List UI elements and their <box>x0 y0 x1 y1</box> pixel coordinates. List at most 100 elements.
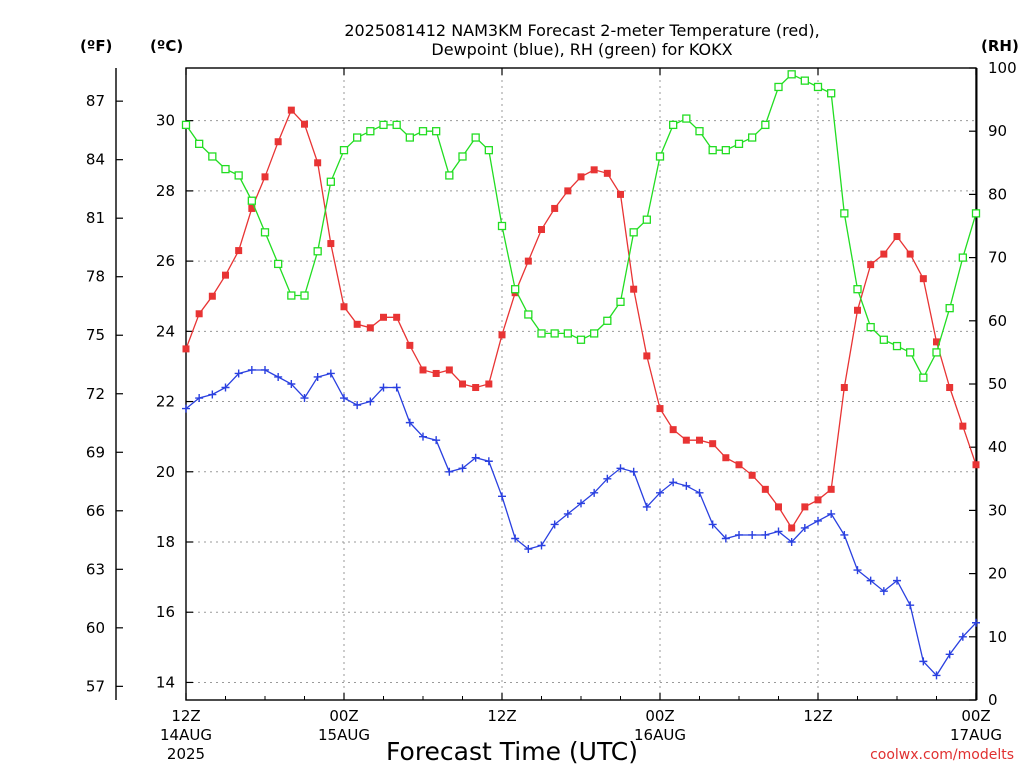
temperature-point <box>840 384 848 392</box>
rh-point <box>247 196 256 205</box>
rh-tick-label: 30 <box>988 501 1007 519</box>
fahrenheit-tick-label: 60 <box>86 619 105 637</box>
temperature-point <box>682 436 690 444</box>
dewpoint-point <box>748 530 757 539</box>
rh-tick-label: 80 <box>988 185 1007 203</box>
rh-point <box>537 329 546 338</box>
temperature-point <box>327 240 335 248</box>
rh-point <box>919 373 928 382</box>
dewpoint-point <box>550 520 559 529</box>
fahrenheit-unit-label: (ºF) <box>80 37 112 55</box>
temperature-point <box>472 384 480 392</box>
rh-point <box>524 310 533 319</box>
celsius-tick-label: 28 <box>156 182 175 200</box>
rh-point <box>313 247 322 256</box>
temperature-point <box>314 159 322 167</box>
temperature-point <box>301 120 308 128</box>
x-tick-label: 00Z <box>329 707 358 725</box>
fahrenheit-tick-label: 66 <box>86 502 105 520</box>
dewpoint-point <box>735 530 743 539</box>
chart-subtitle: Dewpoint (blue), RH (green) for KOKX <box>431 40 732 59</box>
x-tick-label: 00Z <box>961 707 990 725</box>
temperature-point <box>893 233 901 241</box>
dewpoint-point <box>827 509 836 518</box>
x-tick-label: 12Z <box>487 707 516 725</box>
dewpoint-point <box>945 650 954 659</box>
rh-point <box>550 329 559 338</box>
rh-point <box>497 221 507 231</box>
dewpoint-point <box>432 436 441 445</box>
temperature-point <box>380 313 387 321</box>
rh-point <box>748 133 757 142</box>
dewpoint-point <box>234 369 243 378</box>
rh-point <box>669 120 678 130</box>
temperature-point <box>406 341 414 349</box>
rh-point <box>629 228 638 237</box>
fahrenheit-tick-label: 63 <box>86 560 105 578</box>
celsius-tick-label: 22 <box>156 393 175 411</box>
rh-point <box>590 329 599 338</box>
fahrenheit-tick-label: 84 <box>86 151 105 169</box>
dewpoint-line <box>185 369 977 677</box>
rh-tick-label: 100 <box>988 59 1017 77</box>
y-axes: 14 16 18 20 22 24 26 28 30 57 60 63 66 69 72 75 78 81 84 87… <box>86 59 1017 709</box>
fahrenheit-tick-label: 57 <box>86 677 105 695</box>
dewpoint-point <box>814 516 822 525</box>
dewpoint-point <box>353 401 362 410</box>
fahrenheit-tick-label: 81 <box>86 209 105 227</box>
series-layer <box>181 70 981 680</box>
temperature-point <box>287 106 295 114</box>
temperature-point <box>485 380 493 388</box>
fahrenheit-tick-label: 87 <box>86 92 105 110</box>
dewpoint-point <box>893 576 901 585</box>
plot-frame <box>185 67 977 701</box>
dewpoint-point <box>300 394 309 403</box>
celsius-tick-label: 24 <box>156 322 175 340</box>
temperature-point <box>603 169 611 177</box>
temperature-point <box>340 303 348 311</box>
rh-point <box>366 127 375 136</box>
dewpoint-point <box>313 372 322 381</box>
rh-line <box>185 73 977 380</box>
temperature-point <box>933 338 940 346</box>
series-temperature <box>182 106 980 532</box>
dewpoint-point <box>721 534 730 543</box>
celsius-tick-label: 30 <box>156 112 175 130</box>
temperature-point <box>261 173 269 181</box>
rh-point <box>603 316 612 325</box>
rh-point <box>195 139 204 148</box>
temperature-point <box>182 345 190 353</box>
temperature-point <box>735 461 743 469</box>
dewpoint-point <box>458 464 467 473</box>
rh-point <box>458 152 467 161</box>
rh-point <box>655 152 665 161</box>
dewpoint-point <box>445 467 454 476</box>
temperature-point <box>880 250 888 258</box>
dewpoint-point <box>906 601 915 610</box>
dewpoint-point <box>879 587 888 596</box>
temperature-point <box>906 250 914 258</box>
rh-tick-label: 70 <box>988 249 1007 267</box>
dewpoint-point <box>840 530 849 539</box>
rh-tick-label: 20 <box>988 565 1007 583</box>
rh-point <box>761 120 770 130</box>
dewpoint-point <box>708 520 717 529</box>
celsius-tick-label: 16 <box>156 603 175 621</box>
rh-point <box>906 348 915 357</box>
x-tick-label: 12Z <box>171 707 200 725</box>
temperature-point <box>722 454 730 462</box>
rh-point <box>221 164 230 174</box>
credit-text: coolwx.com/modelts <box>870 747 1014 763</box>
dewpoint-point <box>787 538 796 546</box>
dewpoint-point <box>577 499 585 508</box>
dewpoint-point <box>695 488 704 497</box>
rh-point <box>418 127 428 136</box>
temperature-point <box>366 324 374 332</box>
rh-point <box>287 291 296 300</box>
dewpoint-point <box>274 372 283 381</box>
dewpoint-point <box>511 534 520 543</box>
dewpoint-point <box>629 467 638 476</box>
rh-point <box>708 146 717 155</box>
rh-point <box>234 171 243 180</box>
dewpoint-point <box>221 383 230 392</box>
